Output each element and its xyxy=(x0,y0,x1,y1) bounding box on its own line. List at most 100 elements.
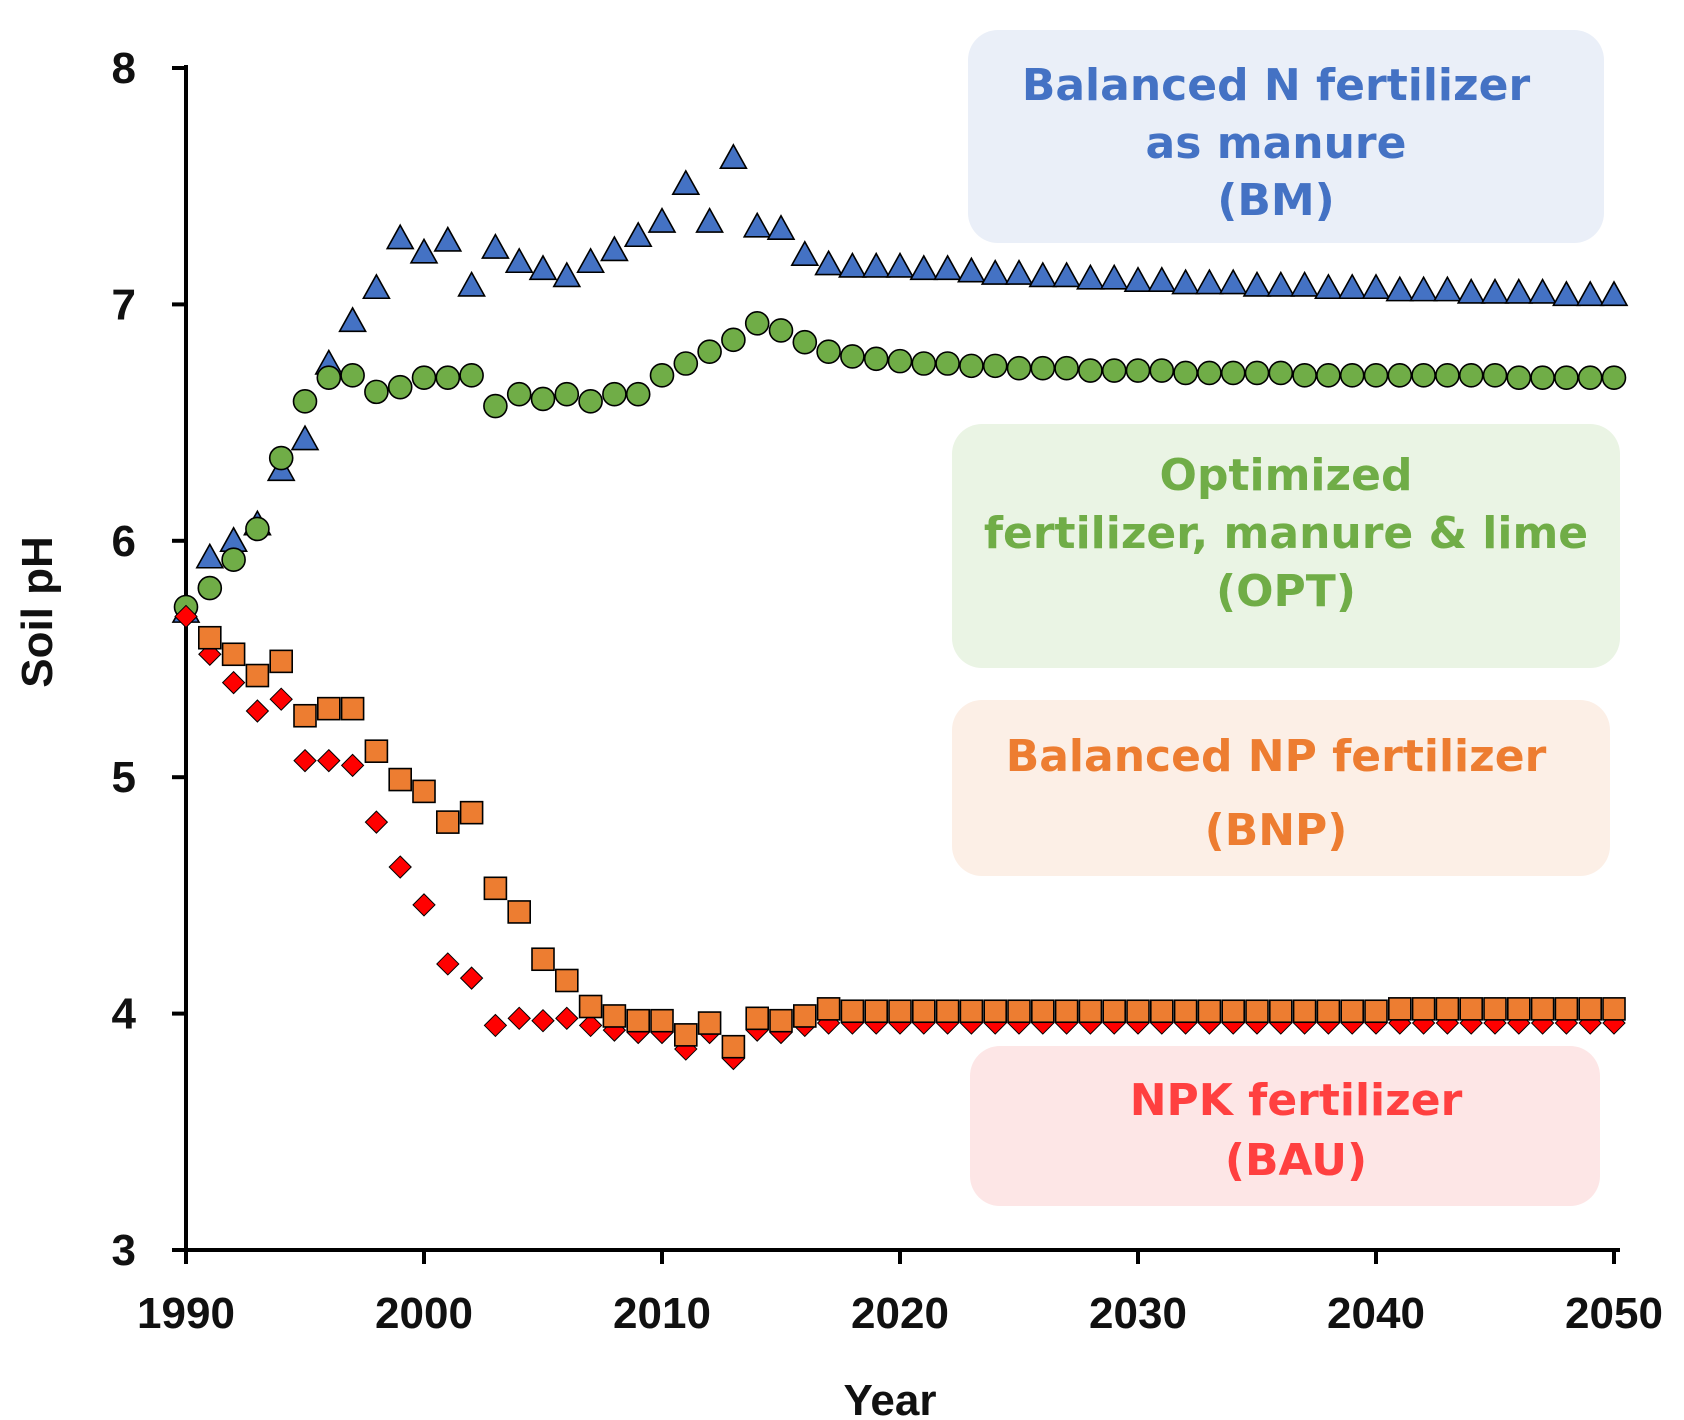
point-opt xyxy=(1078,358,1103,383)
point-bnp xyxy=(626,1008,651,1033)
point-bnp xyxy=(435,810,460,834)
point-bnp xyxy=(911,999,936,1024)
y-tick-label: 7 xyxy=(112,280,136,329)
point-bau xyxy=(340,753,365,778)
point-bm xyxy=(600,235,629,262)
series-bnp xyxy=(198,625,1626,1059)
point-bm xyxy=(1147,266,1177,292)
point-opt xyxy=(911,351,937,376)
point-bm xyxy=(1052,261,1081,288)
point-bnp xyxy=(221,642,246,667)
point-bnp xyxy=(650,1008,674,1033)
point-bau xyxy=(245,699,270,723)
annotation-bm-line-1: Balanced N fertilizer xyxy=(1022,60,1531,111)
point-bnp xyxy=(316,696,341,721)
point-bm xyxy=(1099,263,1129,290)
point-bnp xyxy=(697,1011,722,1035)
point-bnp xyxy=(792,1004,817,1028)
point-bm xyxy=(671,169,701,196)
point-bnp xyxy=(1031,999,1055,1024)
point-bm xyxy=(195,542,225,569)
point-bnp xyxy=(1245,999,1269,1024)
point-bnp xyxy=(1435,997,1460,1021)
y-tick-label: 4 xyxy=(112,990,137,1039)
x-axis-title: Year xyxy=(844,1376,937,1420)
point-opt xyxy=(1506,365,1532,390)
point-opt xyxy=(197,575,223,601)
point-opt xyxy=(1173,360,1198,386)
point-bm xyxy=(1004,259,1034,285)
point-bm xyxy=(1575,280,1605,307)
point-bau xyxy=(531,1008,555,1033)
point-bm xyxy=(528,254,558,281)
point-bm xyxy=(576,247,605,274)
annotation-bau-line-1: NPK fertilizer xyxy=(1130,1075,1463,1126)
point-bm xyxy=(1028,261,1058,288)
point-bm xyxy=(457,270,486,297)
point-opt xyxy=(316,365,342,390)
data-points xyxy=(171,143,1629,1071)
point-bm xyxy=(623,221,653,248)
point-bm xyxy=(1337,273,1367,300)
point-bm xyxy=(814,249,843,276)
point-opt xyxy=(625,381,651,407)
point-opt xyxy=(1149,358,1175,383)
point-bnp xyxy=(816,997,841,1021)
point-opt xyxy=(602,381,627,407)
point-bm xyxy=(409,237,439,264)
annotation-bm: Balanced N fertilizer as manure (BM) xyxy=(968,30,1604,243)
annotation-box-opt xyxy=(952,424,1620,668)
point-bnp xyxy=(1292,999,1317,1024)
point-bm xyxy=(861,251,891,278)
point-opt xyxy=(340,363,365,388)
y-tick-label: 8 xyxy=(112,44,136,93)
point-bnp xyxy=(578,994,603,1019)
point-opt xyxy=(935,351,960,376)
point-opt xyxy=(411,365,437,390)
point-bm xyxy=(1290,270,1319,297)
point-bnp xyxy=(364,739,389,763)
point-bnp xyxy=(959,999,984,1024)
point-bm xyxy=(909,254,939,281)
point-bau xyxy=(388,855,412,879)
point-bnp xyxy=(507,900,532,924)
point-bm xyxy=(552,261,582,288)
point-bnp xyxy=(1364,999,1388,1024)
point-bm xyxy=(1433,275,1462,302)
x-tick-label: 2000 xyxy=(375,1289,473,1338)
point-bm xyxy=(1552,280,1581,307)
point-bau xyxy=(483,1013,508,1038)
point-opt xyxy=(1220,360,1246,386)
point-bnp xyxy=(673,1023,698,1047)
point-bnp xyxy=(745,1006,770,1031)
y-tick-label: 5 xyxy=(112,753,136,802)
point-bm xyxy=(838,251,867,278)
point-bau xyxy=(221,670,246,695)
point-bm xyxy=(957,256,986,283)
point-opt xyxy=(649,363,675,388)
point-bau xyxy=(507,1006,531,1031)
point-bnp xyxy=(602,1004,627,1028)
point-opt xyxy=(1435,363,1460,388)
point-bau xyxy=(317,748,341,773)
point-opt xyxy=(959,353,984,379)
point-bm xyxy=(1242,270,1272,297)
point-bm xyxy=(742,211,772,238)
annotation-opt-line-3: (OPT) xyxy=(1216,566,1356,617)
point-bau xyxy=(269,687,293,711)
point-bm xyxy=(1195,268,1224,295)
point-opt xyxy=(245,516,270,542)
axis-ticks: 3 4 5 6 7 8 1990 2000 2010 2020 2030 2040 2050 xyxy=(112,44,1663,1338)
point-bm xyxy=(362,273,391,300)
point-opt xyxy=(863,346,889,372)
point-bau xyxy=(436,952,460,976)
point-bm xyxy=(385,223,415,250)
point-bau xyxy=(578,1013,603,1038)
annotation-bm-line-3: (BM) xyxy=(1217,175,1335,226)
point-bnp xyxy=(1173,999,1198,1024)
point-bnp xyxy=(983,999,1008,1024)
point-opt xyxy=(887,348,913,374)
point-opt xyxy=(1530,365,1555,390)
point-opt xyxy=(1363,363,1389,388)
point-bnp xyxy=(1411,997,1436,1021)
